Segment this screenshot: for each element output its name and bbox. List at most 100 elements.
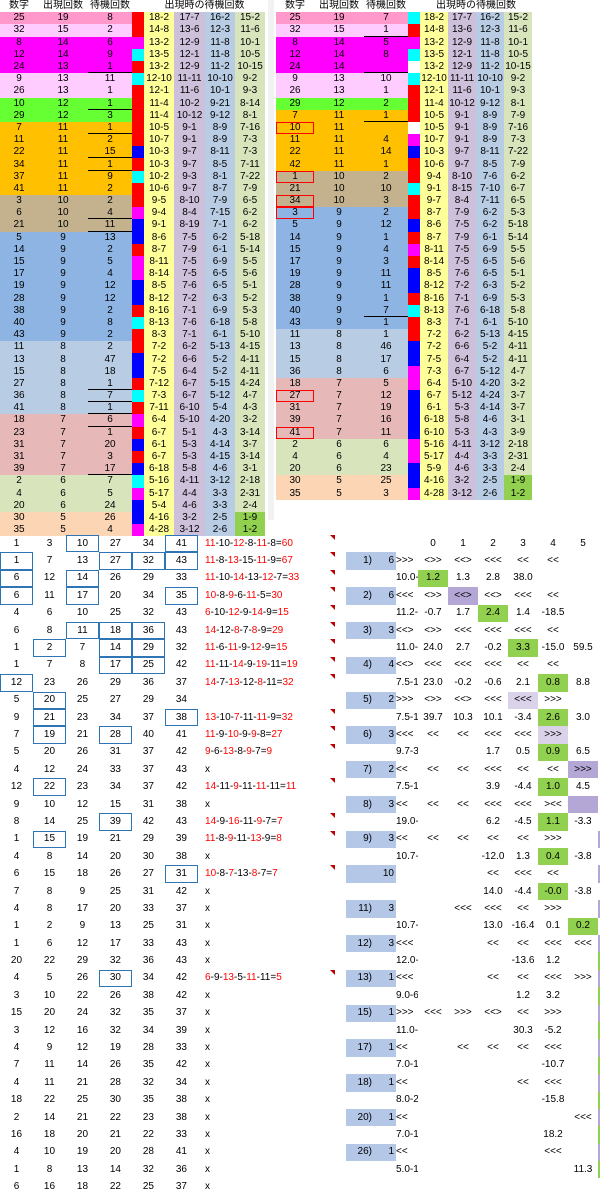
history-cell: 8-7	[205, 182, 235, 195]
stats-row: 27 8 1 7-12 6-7 5-15 4-24	[0, 377, 265, 390]
history-cell: 6-5	[205, 268, 235, 281]
history-cell: 4-15	[504, 329, 532, 342]
marker-cell	[132, 463, 144, 476]
history-cell: 10-12	[174, 109, 205, 122]
history-cell: 5-8	[235, 316, 265, 330]
appearances-cell: 9	[60, 231, 66, 243]
analysis-value-cell	[448, 952, 478, 969]
top-left-stats-table: 数字 出現回数 待機回数 出現時の待機回数 25 19 8 18-2 17-7 16-2 1…	[0, 0, 265, 537]
analysis-value-cell	[568, 795, 598, 814]
analysis-value-cell: 13.0	[483, 920, 503, 932]
waiting-cell: 1	[88, 98, 132, 110]
analysis-value-cell: 14.0	[483, 885, 503, 897]
analysis-level-cell	[374, 1092, 396, 1109]
history-cell: 9-1	[448, 109, 476, 122]
analysis-value-cell: <<>	[484, 589, 502, 601]
analysis-range-cell: 10.0-5.7	[396, 572, 418, 584]
formula-part: -	[242, 972, 247, 984]
draw-number-cell: 7	[13, 1059, 20, 1071]
formula-part: -	[253, 537, 257, 549]
draw-number-cell: 38	[175, 1094, 187, 1106]
draw-number-cell: 35	[165, 587, 198, 604]
draw-number-cell: 20	[109, 589, 121, 601]
stats-row: 32 15 2 14-8 13-6 12-3 11-6	[0, 24, 265, 37]
history-cell: 9-3	[174, 170, 205, 183]
waiting-cell: 8	[107, 316, 113, 328]
history-cell: 3-3	[205, 487, 235, 500]
draw-number-cell: 14	[43, 1111, 56, 1123]
draw-number-cell: 6	[13, 1181, 20, 1193]
history-cell: 5-3	[174, 438, 205, 451]
analysis-value-cell: <<<	[574, 1111, 592, 1123]
analysis-value-cell: 0.4	[538, 848, 568, 866]
formula-part: =	[266, 624, 273, 636]
formula-cell: 11-10-12-8-11-8=60	[203, 535, 335, 552]
analysis-value-cell: -4.4	[514, 781, 532, 793]
analysis-value-cell: -3.8	[574, 850, 592, 862]
draw-number-cell: 19	[33, 726, 66, 743]
formula-part: -	[267, 711, 271, 723]
draw-number-cell: 17	[109, 937, 121, 949]
analysis-value-cell: 0.1	[546, 920, 560, 932]
history-cell: 7-2	[144, 353, 174, 366]
marker-cell	[408, 316, 420, 330]
appearances-cell: 6	[60, 499, 66, 511]
formula-part: 9	[260, 624, 267, 636]
analysis-range-cell: <<	[396, 1146, 408, 1158]
history-cell: 17-7	[448, 12, 476, 25]
analysis-value-cell	[418, 970, 448, 987]
analysis-row: 9.0-6.01.23.23.4	[346, 987, 600, 1005]
number-cell: 22	[289, 146, 301, 158]
analysis-value-cell: >>>	[544, 902, 562, 914]
top-right-header-row: 数字 出現回数 待機回数 出現時の待機回数	[276, 0, 532, 13]
formula-part: 11	[246, 589, 257, 601]
draw-number-cell: 29	[132, 639, 165, 656]
marker-cell	[408, 36, 420, 49]
analysis-value-cell	[508, 1126, 538, 1143]
history-cell: 6-18	[420, 414, 448, 427]
analysis-label-cell: 7)	[346, 761, 374, 779]
history-cell: 3-12	[476, 438, 504, 451]
draw-number-cell: 18	[10, 1094, 23, 1106]
marker-cell	[408, 463, 420, 476]
history-cell: 6-1	[420, 402, 448, 415]
draw-row: 6 15 18 26 27 31 10-8-7-13-8-7=7	[0, 865, 335, 882]
formula-part: 11	[236, 833, 247, 845]
history-cell: 7-11	[476, 195, 504, 208]
formula-part: 12	[262, 572, 274, 584]
formula-cell: 14-7-13-12-8-11=32	[203, 674, 335, 691]
draw-number-cell: 15	[109, 798, 121, 810]
draw-number-cell: 37	[142, 781, 154, 793]
formula-part: -	[257, 868, 261, 880]
history-cell: 3-2	[448, 475, 476, 488]
draw-number-cell: 27	[99, 552, 132, 569]
formula-part: 11	[259, 972, 271, 984]
formula-cell: x	[205, 1042, 211, 1054]
analysis-value-cell: <<	[517, 902, 529, 914]
draw-number-cell: 23	[76, 711, 89, 723]
history-cell: 3-9	[504, 426, 532, 439]
analysis-value-cell	[568, 587, 598, 604]
analysis-level-cell	[374, 1057, 396, 1074]
analysis-value-cell: <<	[547, 868, 559, 880]
draw-row: 2 14 21 22 23 38 x	[0, 1109, 335, 1126]
analysis-value-cell: 3.4	[598, 987, 600, 1005]
formula-part: -	[224, 728, 228, 740]
stats-row: 41 8 1 7-11 6-10 5-4 4-3	[0, 402, 265, 415]
formula-part: -	[210, 746, 214, 758]
draw-number-cell: 42	[142, 815, 154, 827]
marker-cell	[408, 402, 420, 415]
history-cell: 5-1	[235, 280, 265, 293]
marker-cell	[132, 426, 144, 439]
analysis-value-cell: <>>	[424, 589, 442, 601]
draw-number-cell: 23	[142, 1111, 154, 1123]
formula-cell: 11-10-14-13-12-7=33	[203, 569, 335, 587]
history-cell: 7-9	[174, 243, 205, 256]
history-cell: 6-7	[174, 390, 205, 403]
history-cell: 7-22	[235, 170, 265, 183]
stats-row: 36 8 7 7-3 6-7 5-12 4-7	[0, 390, 265, 403]
analysis-level-cell: 1	[374, 1108, 396, 1127]
number-cell: 20	[289, 463, 301, 475]
draw-number-cell: 21	[76, 1076, 89, 1088]
draw-row: 1 2 9 13 25 31 x	[0, 918, 335, 935]
